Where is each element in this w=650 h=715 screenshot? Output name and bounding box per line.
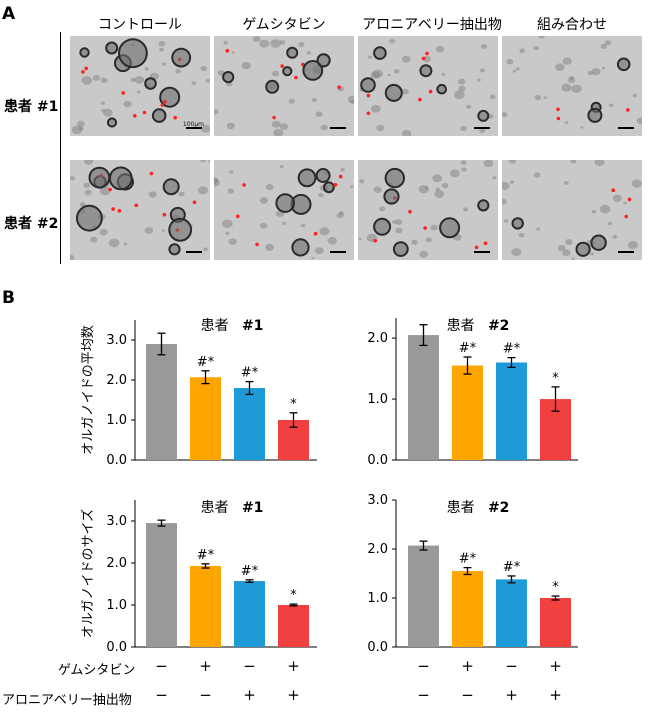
y-tick-label-1-0: 0.0: [106, 453, 127, 468]
y-axis-label-3: オルガノイドのサイズ: [80, 509, 96, 638]
bar-4-2: [452, 571, 483, 647]
micrograph-r1-c4: [502, 36, 642, 136]
panel-a-label: A: [2, 4, 16, 24]
significance-mark-4-2: #*: [459, 552, 477, 567]
significance-mark-2-2: #*: [459, 341, 477, 356]
treatment-sign-2-r2-4: +: [549, 686, 562, 704]
column-title-combination: 組み合わせ: [537, 17, 607, 33]
micrograph-r2-c3: [358, 160, 498, 260]
treatment-sign-1-r2-2: −: [199, 686, 212, 704]
row-title-patient2: 患者 #2: [4, 216, 59, 232]
treatment-label-aronia: アロニアベリー抽出物: [2, 693, 132, 708]
chart-title-3: 患者 #1: [201, 500, 264, 516]
chart-title-4: 患者 #2: [447, 500, 510, 516]
y-tick-label-1-1: 1.0: [106, 413, 127, 428]
scale-bar-label: 100µm: [182, 121, 204, 128]
y-tick-label-2-0: 0.0: [367, 453, 388, 468]
treatment-sign-1-r1-4: +: [287, 657, 300, 675]
y-tick-label-4-0: 0.0: [367, 640, 388, 655]
chart-title-id-3: #1: [242, 500, 263, 516]
significance-mark-3-2: #*: [197, 548, 215, 563]
treatment-sign-2-r2-3: +: [505, 686, 518, 704]
significance-mark-1-2: #*: [197, 355, 215, 370]
treatment-sign-2-r1-2: +: [461, 657, 474, 675]
y-tick-label-3-0: 0.0: [106, 640, 127, 655]
column-title-control: コントロール: [98, 17, 182, 33]
bar-4-4: [540, 598, 571, 647]
micrograph-r2-c2: [214, 160, 354, 260]
y-tick-label-4-1: 1.0: [367, 591, 388, 606]
bar-3-1: [146, 523, 177, 647]
bar-3-2: [190, 565, 221, 647]
y-tick-label-4-2: 2.0: [367, 542, 388, 557]
treatment-sign-2-r1-4: +: [549, 657, 562, 675]
treatment-sign-2-r2-1: −: [417, 686, 430, 704]
significance-mark-1-3: #*: [241, 366, 259, 381]
y-tick-label-2-2: 2.0: [367, 331, 388, 346]
significance-mark-4-4: *: [552, 580, 559, 595]
bar-1-2: [190, 377, 221, 460]
y-tick-label-1-3: 3.0: [106, 333, 127, 348]
panel-b-label: B: [2, 288, 15, 308]
chart-title-1: 患者 #1: [201, 318, 264, 334]
y-tick-label-4-3: 3.0: [367, 493, 388, 508]
micrograph-r1-c3: [358, 36, 498, 136]
bar-2-1: [408, 335, 439, 460]
significance-mark-3-3: #*: [241, 564, 259, 579]
significance-mark-2-4: *: [552, 371, 559, 386]
bar-1-3: [234, 388, 265, 460]
micrograph-r2-c1: [70, 160, 210, 260]
treatment-sign-2-r1-1: −: [417, 657, 430, 675]
micrograph-r1-c1: 100µm: [70, 36, 210, 136]
y-tick-label-3-1: 1.0: [106, 598, 127, 613]
chart-title-id-1: #1: [242, 318, 263, 334]
bar-3-4: [278, 605, 309, 647]
significance-mark-3-4: *: [290, 588, 297, 603]
bar-4-1: [408, 545, 439, 647]
micrograph-r1-c2: [214, 36, 354, 136]
significance-mark-2-3: #*: [503, 342, 521, 357]
y-tick-label-2-1: 1.0: [367, 392, 388, 407]
bar-2-2: [452, 365, 483, 460]
bar-2-3: [496, 362, 527, 460]
treatment-sign-1-r2-4: +: [287, 686, 300, 704]
y-tick-label-3-2: 2.0: [106, 556, 127, 571]
treatment-label-gemcitabine: ゲムシタビン: [58, 663, 136, 678]
significance-mark-1-4: *: [290, 397, 297, 412]
panel-a-divider: [60, 32, 61, 264]
bar-4-3: [496, 579, 527, 647]
column-title-gemcitabine: ゲムシタビン: [242, 17, 326, 33]
chart-title-id-4: #2: [488, 500, 509, 516]
bar-3-3: [234, 581, 265, 647]
treatment-sign-2-r1-3: −: [505, 657, 518, 675]
treatment-sign-1-r2-3: +: [243, 686, 256, 704]
micrograph-r2-c4: [502, 160, 642, 260]
bar-1-1: [146, 344, 177, 460]
y-tick-label-3-3: 3.0: [106, 514, 127, 529]
chart-title-id-2: #2: [488, 318, 509, 334]
row-title-patient1: 患者 #1: [4, 99, 59, 115]
treatment-sign-1-r1-2: +: [199, 657, 212, 675]
treatment-sign-1-r1-1: −: [155, 657, 168, 675]
treatment-sign-2-r2-2: −: [461, 686, 474, 704]
column-title-aronia: アロニアベリー抽出物: [362, 17, 502, 33]
y-axis-label-1: オルガノイドの平均数: [81, 325, 96, 455]
treatment-sign-1-r1-3: −: [243, 657, 256, 675]
chart-title-2: 患者 #2: [447, 318, 510, 334]
significance-mark-4-3: #*: [503, 560, 521, 575]
treatment-sign-1-r2-1: −: [155, 686, 168, 704]
y-tick-label-1-2: 2.0: [106, 373, 127, 388]
